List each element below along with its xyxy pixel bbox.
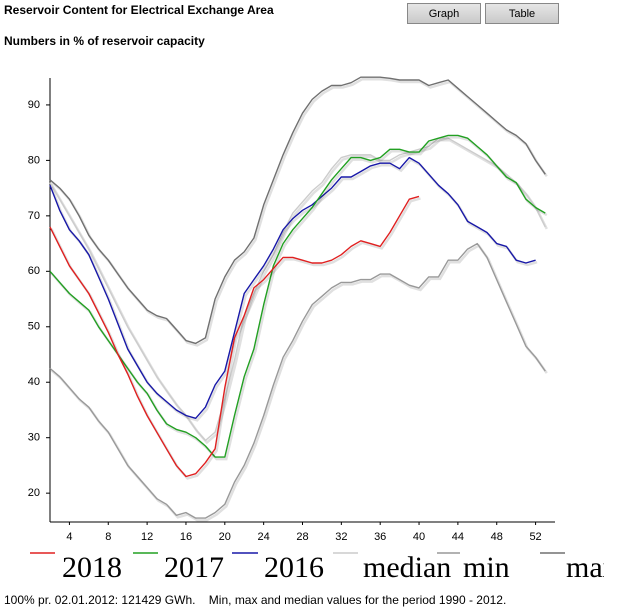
x-tick-label: 4 bbox=[66, 531, 72, 543]
x-tick-label: 52 bbox=[529, 531, 541, 543]
x-tick-label: 32 bbox=[335, 531, 347, 543]
legend-label: 2016 bbox=[264, 551, 324, 584]
x-tick-label: 20 bbox=[219, 531, 231, 543]
legend-label: 2018 bbox=[62, 551, 122, 584]
x-tick-label: 44 bbox=[452, 531, 464, 543]
series-line bbox=[49, 76, 546, 345]
y-tick-label: 40 bbox=[28, 376, 40, 388]
x-tick-label: 12 bbox=[141, 531, 153, 543]
legend-label: median bbox=[363, 551, 451, 584]
chart: 2018 2017 2016 median min max 203040506070809… bbox=[28, 76, 618, 584]
footer-note: 100% pr. 02.01.2012: 121429 GWh. Min, ma… bbox=[4, 593, 507, 607]
x-tick-label: 28 bbox=[296, 531, 308, 543]
y-tick-label: 20 bbox=[28, 487, 40, 499]
legend: 2018 2017 2016 median min max bbox=[30, 551, 618, 584]
series-line bbox=[49, 195, 420, 478]
series-line bbox=[49, 242, 546, 519]
series-line bbox=[49, 137, 546, 442]
y-tick-label: 90 bbox=[28, 99, 40, 111]
x-tick-label: 24 bbox=[258, 531, 270, 543]
x-tick-label: 8 bbox=[105, 531, 111, 543]
series-line bbox=[49, 134, 546, 458]
line-shadow bbox=[50, 136, 548, 461]
x-tick-label: 40 bbox=[413, 531, 425, 543]
legend-label: 2017 bbox=[164, 551, 224, 584]
chart-subtitle: Numbers in % of reservoir capacity bbox=[4, 34, 205, 48]
chart-title: Reservoir Content for Electrical Exchang… bbox=[4, 3, 274, 17]
x-tick-label: 36 bbox=[374, 531, 386, 543]
legend-label: max bbox=[566, 551, 618, 584]
y-tick-label: 60 bbox=[28, 265, 40, 277]
line-shadow bbox=[50, 158, 538, 422]
legend-label: min bbox=[463, 551, 510, 584]
series-line bbox=[49, 156, 536, 419]
graph-button[interactable]: Graph bbox=[407, 3, 481, 24]
x-tick-label: 16 bbox=[180, 531, 192, 543]
line-shadow bbox=[50, 138, 548, 445]
table-button[interactable]: Table bbox=[485, 3, 559, 24]
y-tick-label: 30 bbox=[28, 432, 40, 444]
y-tick-label: 70 bbox=[28, 210, 40, 222]
y-tick-label: 50 bbox=[28, 321, 40, 333]
y-tick-label: 80 bbox=[28, 154, 40, 166]
x-tick-label: 48 bbox=[491, 531, 503, 543]
